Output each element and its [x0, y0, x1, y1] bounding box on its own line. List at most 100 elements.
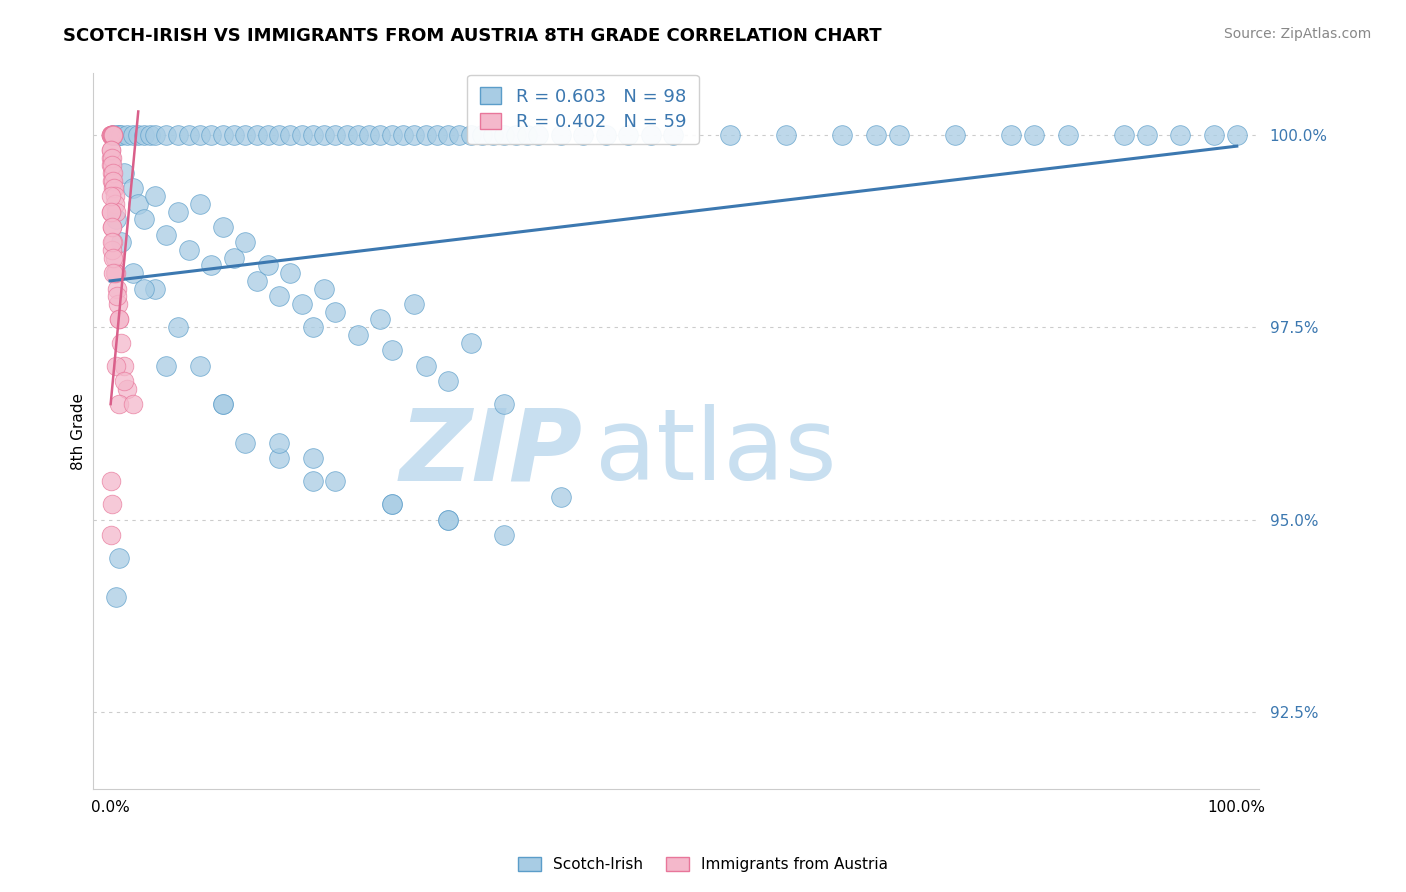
Point	[104, 189, 127, 203]
Point	[110, 128, 132, 142]
Point	[100, 474, 122, 488]
Point	[211, 128, 233, 142]
Point	[166, 204, 188, 219]
Point	[155, 359, 177, 373]
Point	[211, 397, 233, 411]
Point	[121, 128, 143, 142]
Point	[103, 174, 125, 188]
Point	[101, 128, 124, 142]
Point	[325, 474, 347, 488]
Point	[211, 397, 233, 411]
Point	[127, 128, 149, 142]
Point	[347, 327, 370, 342]
Point	[100, 143, 122, 157]
Point	[233, 128, 256, 142]
Point	[267, 435, 290, 450]
Point	[107, 297, 129, 311]
Point	[1170, 128, 1192, 142]
Point	[104, 204, 127, 219]
Point	[100, 128, 122, 142]
Point	[381, 497, 404, 511]
Point	[101, 181, 124, 195]
Point	[437, 513, 460, 527]
Point	[267, 450, 290, 465]
Point	[103, 128, 125, 142]
Point	[437, 513, 460, 527]
Point	[887, 128, 910, 142]
Point	[494, 528, 516, 542]
Point	[516, 128, 538, 142]
Point	[138, 128, 160, 142]
Point	[166, 128, 188, 142]
Point	[595, 128, 617, 142]
Point	[108, 312, 131, 326]
Point	[256, 259, 278, 273]
Point	[404, 128, 426, 142]
Point	[460, 335, 482, 350]
Text: atlas: atlas	[595, 404, 837, 501]
Point	[105, 289, 128, 303]
Point	[104, 266, 127, 280]
Point	[1022, 128, 1045, 142]
Text: SCOTCH-IRISH VS IMMIGRANTS FROM AUSTRIA 8TH GRADE CORRELATION CHART: SCOTCH-IRISH VS IMMIGRANTS FROM AUSTRIA …	[63, 27, 882, 45]
Point	[336, 128, 359, 142]
Point	[143, 189, 166, 203]
Legend: R = 0.603   N = 98, R = 0.402   N = 59: R = 0.603 N = 98, R = 0.402 N = 59	[467, 75, 699, 144]
Point	[101, 166, 124, 180]
Point	[155, 227, 177, 242]
Point	[302, 128, 325, 142]
Point	[188, 128, 211, 142]
Point	[143, 282, 166, 296]
Point	[101, 174, 124, 188]
Point	[132, 212, 155, 227]
Point	[101, 243, 124, 257]
Point	[155, 128, 177, 142]
Point	[1136, 128, 1159, 142]
Point	[415, 128, 437, 142]
Point	[325, 128, 347, 142]
Point	[103, 266, 125, 280]
Point	[347, 128, 370, 142]
Point	[100, 128, 122, 142]
Point	[1000, 128, 1022, 142]
Point	[100, 497, 122, 511]
Point	[110, 335, 132, 350]
Point	[104, 197, 127, 211]
Point	[381, 343, 404, 358]
Point	[121, 266, 143, 280]
Point	[104, 590, 127, 604]
Point	[108, 128, 131, 142]
Point	[105, 128, 128, 142]
Point	[177, 243, 200, 257]
Point	[267, 128, 290, 142]
Point	[471, 128, 494, 142]
Point	[100, 128, 122, 142]
Point	[775, 128, 797, 142]
Point	[494, 128, 516, 142]
Point	[100, 204, 122, 219]
Point	[101, 128, 124, 142]
Point	[103, 235, 125, 250]
Point	[449, 128, 471, 142]
Point	[222, 251, 245, 265]
Point	[115, 128, 138, 142]
Point	[617, 128, 640, 142]
Point	[100, 151, 122, 165]
Point	[100, 204, 122, 219]
Point	[100, 158, 122, 172]
Point	[100, 528, 122, 542]
Point	[166, 320, 188, 334]
Point	[1056, 128, 1078, 142]
Point	[100, 166, 122, 180]
Point	[177, 128, 200, 142]
Point	[302, 320, 325, 334]
Point	[104, 251, 127, 265]
Point	[415, 359, 437, 373]
Point	[101, 251, 124, 265]
Point	[110, 235, 132, 250]
Point	[325, 304, 347, 318]
Point	[121, 181, 143, 195]
Y-axis label: 8th Grade: 8th Grade	[72, 392, 86, 469]
Point	[494, 397, 516, 411]
Point	[718, 128, 741, 142]
